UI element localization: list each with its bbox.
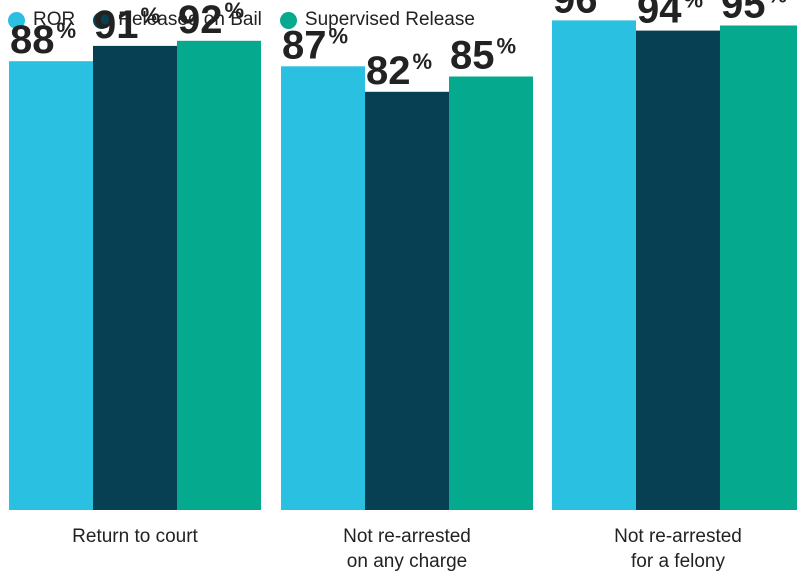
bar-ror-1 [281, 66, 365, 511]
legend-item-released-on-bail: Released on Bail [93, 9, 262, 31]
category-label-line: Not re-arrested [614, 526, 742, 547]
category-label-line: Return to court [72, 526, 198, 547]
bar-released-on-bail-0 [93, 45, 177, 511]
legend-label-ror: ROR [33, 9, 76, 30]
bar-supervised-release-2 [720, 25, 797, 510]
bar-ror-0 [9, 61, 93, 510]
bar-ror-2 [552, 20, 636, 511]
category-label-line: for a felony [631, 551, 725, 572]
bar-released-on-bail-1 [365, 91, 449, 511]
bar-released-on-bail-2 [636, 30, 720, 510]
legend-swatch-released-on-bail [93, 11, 111, 29]
legend-item-ror: ROR [8, 9, 75, 31]
data-label-released-on-bail-1: 82% [366, 49, 432, 93]
category-label-line: on any charge [346, 551, 468, 572]
legend-label-supervised-release: Supervised Release [304, 9, 475, 30]
data-label-released-on-bail-0: 91% [94, 3, 160, 47]
data-label-ror-1: 87% [282, 23, 348, 67]
data-label-supervised-release-2: 95% [721, 0, 787, 27]
category-label-2: Not re-arrested for a felony [568, 524, 788, 574]
bar-supervised-release-0 [177, 40, 261, 511]
category-label-line: Not re-arrested [343, 526, 471, 547]
legend-item-supervised-release: Supervised Release [279, 9, 475, 31]
category-label-0: Return to court [25, 524, 245, 549]
legend-label-released-on-bail: Released on Bail [118, 9, 262, 30]
category-label-1: Not re-arrested on any charge [297, 524, 517, 574]
data-label-ror-0: 88% [10, 18, 76, 62]
legend-swatch-ror [8, 11, 25, 29]
data-label-supervised-release-0: 92% [178, 0, 244, 42]
chart-legend: ROR Released on Bail Supervised Release [8, 4, 475, 36]
data-label-ror-2: 96% [553, 0, 619, 21]
legend-swatch-supervised-release [279, 11, 297, 29]
bar-supervised-release-1 [449, 76, 533, 510]
data-label-supervised-release-1: 85% [450, 34, 516, 78]
data-label-released-on-bail-2: 94% [637, 0, 703, 32]
